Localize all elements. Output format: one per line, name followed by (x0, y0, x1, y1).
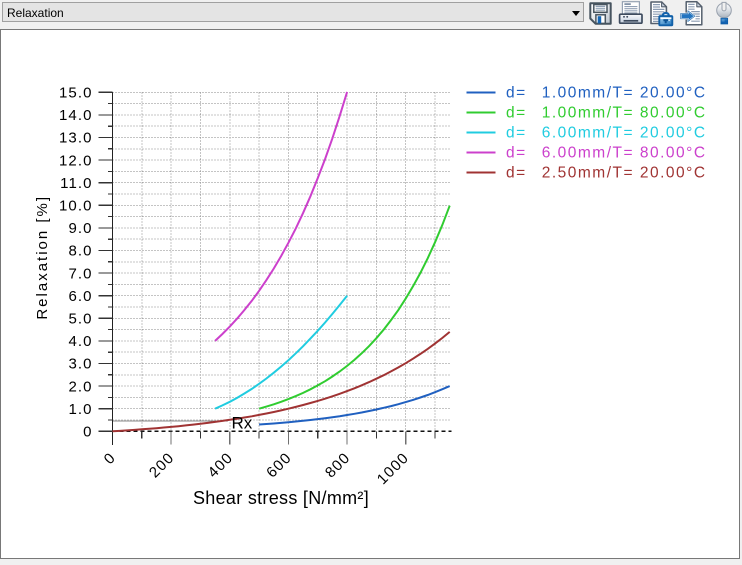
svg-text:0: 0 (83, 424, 92, 441)
svg-text:d= 6.00mm/T= 80.00°C: d= 6.00mm/T= 80.00°C (506, 145, 707, 162)
svg-text:d= 1.00mm/T= 20.00°C: d= 1.00mm/T= 20.00°C (506, 85, 707, 102)
svg-text:200: 200 (146, 449, 178, 481)
svg-text:8.0: 8.0 (68, 243, 92, 260)
svg-text:400: 400 (205, 449, 237, 481)
svg-text:5.0: 5.0 (68, 311, 92, 328)
svg-text:15.0: 15.0 (59, 85, 93, 102)
svg-text:2.0: 2.0 (68, 378, 92, 395)
svg-text:600: 600 (263, 449, 295, 481)
svg-text:4.0: 4.0 (68, 333, 92, 350)
svg-text:d= 2.50mm/T= 20.00°C: d= 2.50mm/T= 20.00°C (506, 165, 707, 182)
svg-text:7.0: 7.0 (68, 265, 92, 282)
svg-text:800: 800 (322, 449, 354, 481)
svg-text:3.0: 3.0 (68, 356, 92, 373)
svg-text:9.0: 9.0 (68, 220, 92, 237)
svg-text:Relaxation [%]: Relaxation [%] (34, 195, 51, 320)
svg-text:14.0: 14.0 (59, 107, 93, 124)
svg-text:13.0: 13.0 (59, 130, 93, 147)
svg-text:12.0: 12.0 (59, 152, 93, 169)
svg-text:6.0: 6.0 (68, 288, 92, 305)
svg-text:1.0: 1.0 (68, 401, 92, 418)
svg-text:0: 0 (101, 449, 120, 468)
svg-text:11.0: 11.0 (60, 175, 92, 192)
svg-text:1000: 1000 (374, 449, 413, 488)
svg-text:d= 6.00mm/T= 20.00°C: d= 6.00mm/T= 20.00°C (506, 125, 707, 142)
svg-text:10.0: 10.0 (59, 198, 93, 215)
svg-text:Rx: Rx (232, 414, 253, 433)
svg-text:d= 1.00mm/T= 80.00°C: d= 1.00mm/T= 80.00°C (506, 105, 707, 122)
svg-text:Shear stress [N/mm²]: Shear stress [N/mm²] (193, 488, 369, 508)
